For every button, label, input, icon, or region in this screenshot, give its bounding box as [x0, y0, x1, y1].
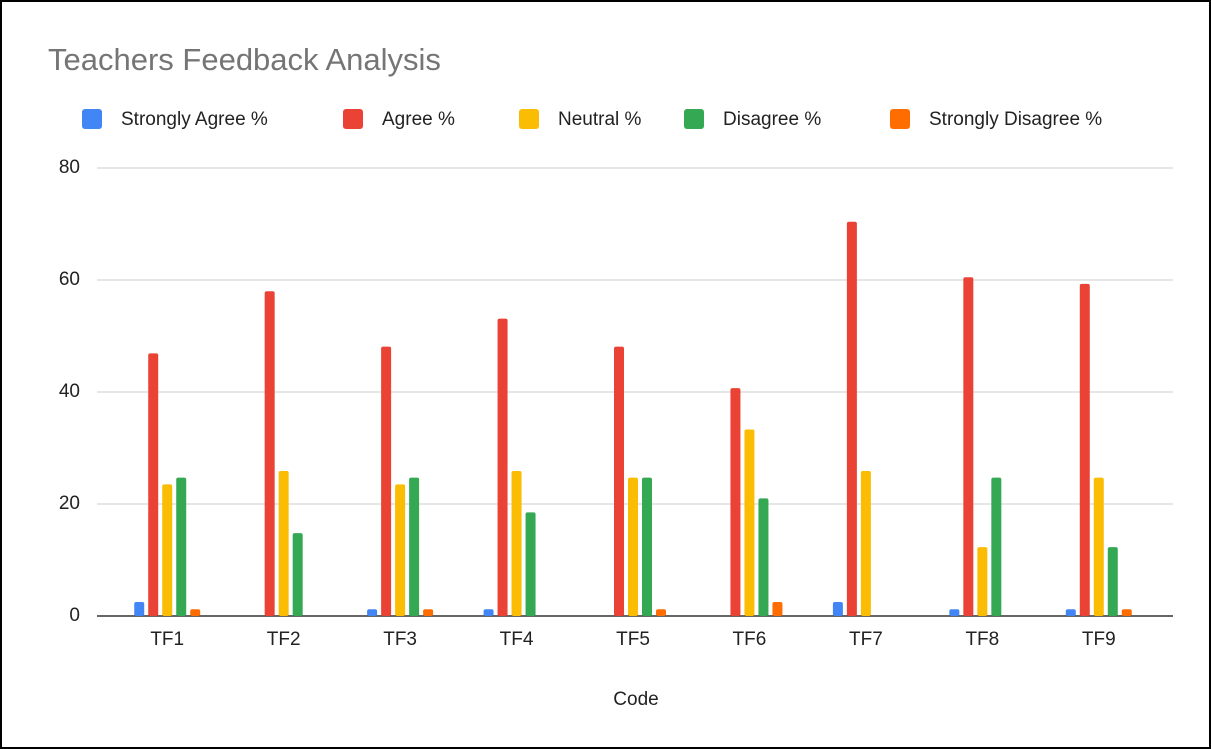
bar	[991, 477, 1002, 616]
bar	[860, 470, 871, 616]
bar	[1079, 283, 1090, 616]
bar	[278, 470, 289, 616]
bar	[1093, 477, 1104, 616]
legend-label: Strongly Agree %	[121, 109, 268, 130]
bar	[949, 609, 960, 616]
legend-label: Agree %	[382, 109, 455, 130]
bar	[642, 477, 652, 616]
legend-swatch	[82, 109, 102, 129]
x-tick-label: TF3	[383, 629, 417, 650]
bar	[758, 498, 769, 616]
legend-swatch	[343, 109, 363, 129]
bar	[134, 602, 145, 616]
bar	[497, 318, 508, 616]
x-tick-label: TF4	[500, 629, 534, 650]
bar	[162, 484, 173, 616]
bar	[1121, 609, 1132, 616]
y-tick-label: 0	[69, 605, 80, 626]
legend-label: Neutral %	[558, 109, 642, 130]
bar	[614, 346, 624, 616]
bar	[511, 470, 522, 616]
x-tick-label: TF6	[733, 629, 767, 650]
x-tick-label: TF7	[849, 629, 883, 650]
bar	[395, 484, 406, 616]
x-tick-label: TF2	[267, 629, 301, 650]
bar	[832, 602, 843, 616]
x-tick-label: TF9	[1082, 629, 1116, 650]
bar	[148, 353, 159, 616]
legend-swatch	[890, 109, 910, 129]
bar	[423, 609, 434, 616]
bar	[264, 291, 275, 616]
legend-swatch	[519, 109, 539, 129]
bar	[977, 547, 988, 616]
bar	[656, 609, 666, 616]
bar	[730, 388, 741, 616]
bar	[367, 609, 378, 616]
bar	[176, 477, 187, 616]
bar	[628, 477, 638, 616]
chart-title: Teachers Feedback Analysis	[48, 42, 441, 77]
x-tick-label: TF8	[965, 629, 999, 650]
x-axis-title: Code	[613, 689, 658, 710]
legend-swatch	[684, 109, 704, 129]
bar	[525, 512, 536, 616]
bar	[292, 533, 303, 616]
bar	[1107, 547, 1118, 616]
bar	[1065, 609, 1076, 616]
bar	[381, 346, 392, 616]
y-tick-label: 20	[59, 493, 80, 514]
bar	[772, 602, 783, 616]
y-tick-label: 40	[59, 381, 80, 402]
legend-label: Disagree %	[723, 109, 821, 130]
bar	[190, 609, 201, 616]
bar	[744, 429, 755, 616]
y-tick-label: 60	[59, 269, 80, 290]
bar	[846, 221, 857, 616]
bar	[963, 277, 974, 616]
x-tick-label: TF5	[616, 629, 650, 650]
bar	[483, 609, 494, 616]
legend-label: Strongly Disagree %	[929, 109, 1102, 130]
x-tick-label: TF1	[150, 629, 184, 650]
bar	[409, 477, 420, 616]
y-tick-label: 80	[59, 157, 80, 178]
